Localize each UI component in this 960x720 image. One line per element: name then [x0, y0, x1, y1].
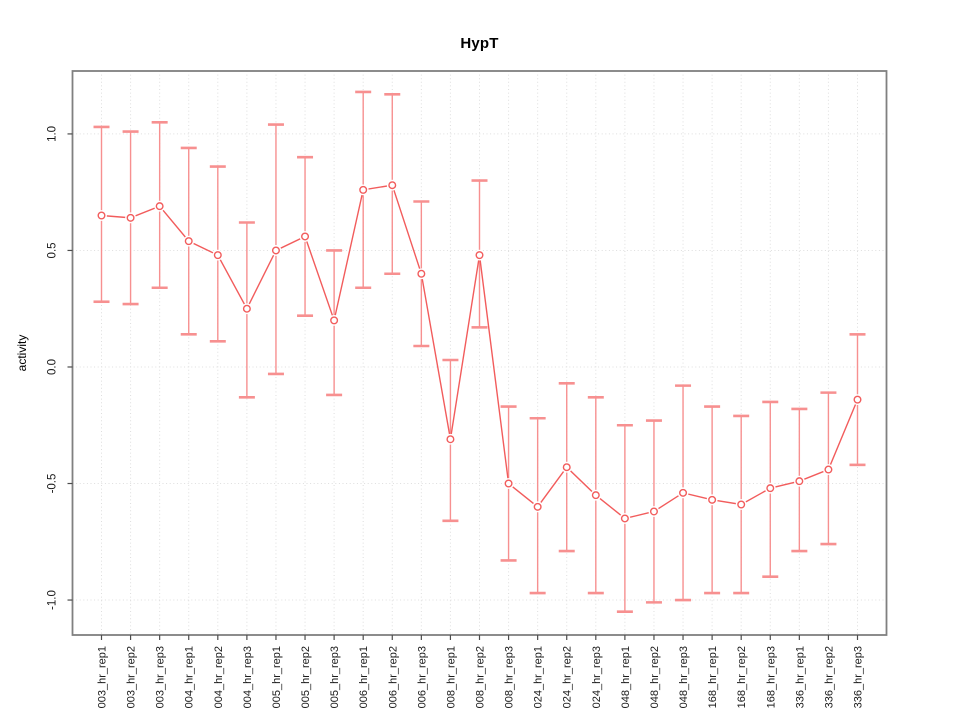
x-tick-label: 003_hr_rep1 — [97, 646, 109, 708]
data-point — [126, 213, 135, 222]
x-tick-label: 003_hr_rep3 — [155, 646, 167, 708]
data-point — [533, 502, 542, 511]
x-tick-label: 336_hr_rep1 — [794, 646, 806, 708]
y-tick-label: 0.5 — [47, 242, 59, 258]
data-point — [301, 232, 310, 241]
y-tick-label: 1.0 — [47, 126, 59, 142]
x-tick-label: 336_hr_rep3 — [853, 646, 865, 708]
data-point — [417, 269, 426, 278]
x-tick-label: 168_hr_rep2 — [736, 646, 748, 708]
x-tick-label: 004_hr_rep1 — [184, 646, 196, 708]
x-tick-label: 003_hr_rep2 — [126, 646, 138, 708]
x-tick-label: 008_hr_rep3 — [504, 646, 516, 708]
data-point — [737, 500, 746, 509]
data-point — [446, 435, 455, 444]
x-tick-label: 048_hr_rep1 — [620, 646, 632, 708]
data-point — [708, 495, 717, 504]
x-tick-label: 005_hr_rep3 — [329, 646, 341, 708]
data-point — [649, 507, 658, 516]
x-tick-label: 005_hr_rep2 — [300, 646, 312, 708]
data-point — [795, 477, 804, 486]
data-point — [359, 185, 368, 194]
x-tick-label: 336_hr_rep2 — [823, 646, 835, 708]
data-point — [766, 484, 775, 493]
data-point — [475, 251, 484, 260]
x-tick-label: 168_hr_rep1 — [707, 646, 719, 708]
y-axis-label: activity — [15, 334, 29, 372]
x-tick-label: 006_hr_rep3 — [416, 646, 428, 708]
data-point — [620, 514, 629, 523]
data-point — [271, 246, 280, 255]
data-point — [504, 479, 513, 488]
data-point — [679, 488, 688, 497]
data-point — [591, 491, 600, 500]
x-tick-label: 008_hr_rep2 — [475, 646, 487, 708]
chart-title: HypT — [460, 35, 499, 52]
data-point — [853, 395, 862, 404]
x-tick-label: 048_hr_rep3 — [678, 646, 690, 708]
data-point — [213, 251, 222, 260]
x-tick-label: 008_hr_rep1 — [445, 646, 457, 708]
x-tick-label: 024_hr_rep2 — [562, 646, 574, 708]
data-point — [242, 304, 251, 313]
x-tick-label: 048_hr_rep2 — [649, 646, 661, 708]
data-point — [330, 316, 339, 325]
y-tick-label: -0.5 — [47, 474, 59, 494]
x-tick-label: 004_hr_rep3 — [242, 646, 254, 708]
x-tick-label: 024_hr_rep1 — [533, 646, 545, 708]
data-point — [388, 181, 397, 190]
data-point — [562, 463, 571, 472]
x-tick-label: 006_hr_rep1 — [358, 646, 370, 708]
x-tick-label: 024_hr_rep3 — [591, 646, 603, 708]
data-point — [184, 237, 193, 246]
data-point — [97, 211, 106, 220]
x-tick-label: 004_hr_rep2 — [213, 646, 225, 708]
x-tick-label: 005_hr_rep1 — [271, 646, 283, 708]
x-tick-label: 168_hr_rep3 — [765, 646, 777, 708]
y-tick-label: 0.0 — [47, 359, 59, 375]
data-point — [824, 465, 833, 474]
x-tick-label: 006_hr_rep2 — [387, 646, 399, 708]
data-point — [155, 202, 164, 211]
y-tick-label: -1.0 — [47, 590, 59, 610]
